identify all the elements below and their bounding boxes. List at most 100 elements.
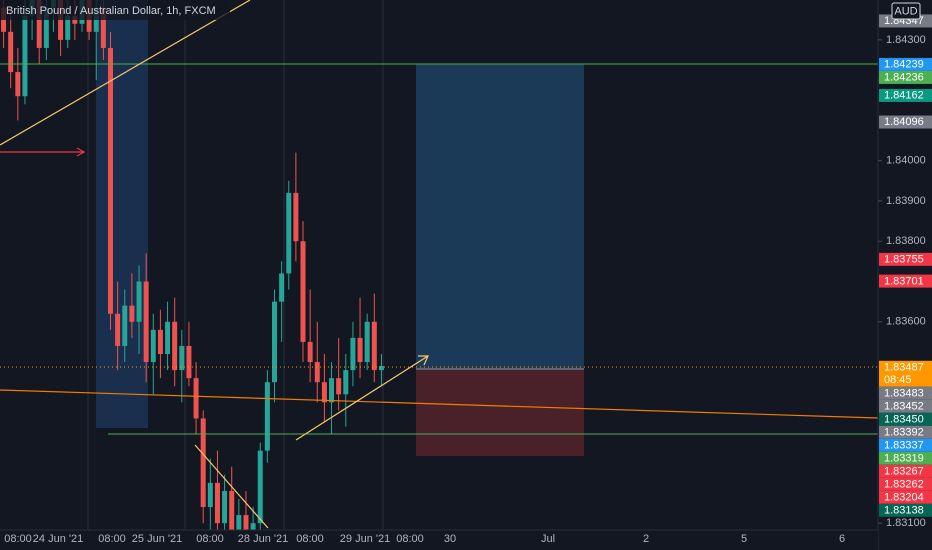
long-position-stop: [416, 369, 584, 456]
price-tag-label: 1.83262: [884, 479, 924, 491]
price-tag: [879, 88, 932, 102]
candle-body: [300, 241, 306, 342]
price-tag-label: 1.84236: [884, 72, 924, 84]
time-tick-label: Jul: [541, 533, 555, 545]
candle-body: [36, 0, 42, 48]
candle-body: [143, 281, 149, 363]
candle-body: [136, 281, 142, 322]
price-tick-label: 1.83100: [886, 517, 926, 529]
price-tag: [879, 425, 932, 439]
price-tag-label: 1.83267: [884, 466, 924, 478]
candle-body: [172, 321, 178, 371]
candles: [1, 0, 384, 550]
date-range-shade: [96, 0, 148, 428]
price-tag: [879, 438, 932, 452]
arrow-head: [76, 147, 86, 157]
price-tag: [879, 115, 932, 129]
price-tag: [879, 451, 932, 465]
candle-body: [357, 337, 363, 363]
time-axis: [0, 530, 878, 550]
candle-body: [179, 345, 185, 371]
time-tick-label: 28 Jun '21: [238, 533, 288, 545]
time-tick-label: 08:00: [196, 533, 224, 545]
time-tick-label: 30: [444, 533, 456, 545]
candle-body: [115, 313, 121, 346]
price-tag-label: 1.83755: [884, 254, 924, 266]
candle-body: [207, 482, 213, 508]
price-tag: [879, 464, 932, 478]
price-tag-label: 1.84239: [884, 59, 924, 71]
vertical-grid: [87, 0, 384, 530]
price-tag: [879, 360, 932, 387]
candle-body: [43, 7, 49, 48]
time-tick-label: 25 Jun '21: [132, 533, 182, 545]
price-tag-label: 1.83483: [884, 388, 924, 400]
candle-body: [214, 482, 220, 524]
candle-body: [336, 378, 342, 395]
candle-body: [364, 321, 370, 363]
price-tag-label: 1.83319: [884, 453, 924, 465]
candle-body: [329, 378, 335, 403]
price-tick-label: 1.83900: [886, 195, 926, 207]
price-tag: [879, 490, 932, 504]
candle-body: [271, 301, 277, 383]
price-tag-label: 1.83392: [884, 427, 924, 439]
time-tick-label: 24 Jun '21: [33, 533, 83, 545]
time-tick-label: 2: [643, 533, 649, 545]
currency-label[interactable]: AUD: [894, 5, 917, 17]
symbol-title: British Pound / Australian Dollar, 1h, F…: [6, 5, 216, 17]
currency-button[interactable]: [891, 2, 921, 20]
arrow-head: [418, 355, 429, 366]
candle-body: [343, 370, 349, 395]
candle-body: [378, 366, 384, 371]
time-tick-label: 29 Jun '21: [340, 533, 390, 545]
candle-body: [186, 345, 192, 379]
price-tag: [879, 252, 932, 266]
price-tag-label: 1.83204: [884, 492, 924, 504]
candle-body: [243, 515, 249, 540]
candle-body: [321, 382, 327, 403]
price-tag-label: 1.84096: [884, 116, 924, 128]
time-tick-label: 5: [741, 533, 747, 545]
candle-body: [314, 362, 320, 383]
candle-body: [100, 7, 106, 48]
candle-body: [293, 192, 299, 242]
price-tag: [879, 57, 932, 71]
time-tick-label: 08:00: [396, 533, 424, 545]
candle-body: [222, 490, 228, 524]
candle-body: [229, 490, 235, 532]
candle-body: [371, 321, 377, 371]
price-tag: [879, 70, 932, 84]
price-tag: [879, 477, 932, 491]
candle-body: [307, 341, 313, 363]
countdown-label: 08:45: [884, 374, 912, 386]
price-tag-label: 1.83701: [884, 275, 924, 287]
candle-body: [350, 337, 356, 371]
candle-body: [279, 273, 285, 302]
candle-body: [22, 15, 28, 97]
trend-arrow: [295, 355, 429, 441]
trend-line: [0, 389, 879, 419]
trend-line: [194, 444, 269, 529]
price-tag-label: 1.83138: [884, 505, 924, 517]
candle-body: [193, 378, 199, 419]
candle-body: [8, 31, 14, 73]
candle-body: [157, 329, 163, 355]
candle-body: [264, 382, 270, 451]
time-tick-label: 08:00: [98, 533, 126, 545]
axis-labels: 1.843001.842001.840001.839001.838001.836…: [4, 14, 932, 545]
candle-body: [15, 72, 21, 97]
price-tag-label: 1.83487: [884, 362, 924, 374]
candle-body: [200, 418, 206, 508]
price-tag: [879, 503, 932, 517]
long-position-target: [416, 64, 584, 369]
candle-body: [108, 47, 114, 314]
candle-body: [236, 515, 242, 532]
title-bg: [0, 0, 230, 20]
price-tag: [879, 274, 932, 288]
time-tick-label: 08:00: [4, 533, 32, 545]
time-tick-label: 08:00: [296, 533, 324, 545]
candle-body: [286, 192, 292, 274]
candle-body: [165, 321, 171, 355]
